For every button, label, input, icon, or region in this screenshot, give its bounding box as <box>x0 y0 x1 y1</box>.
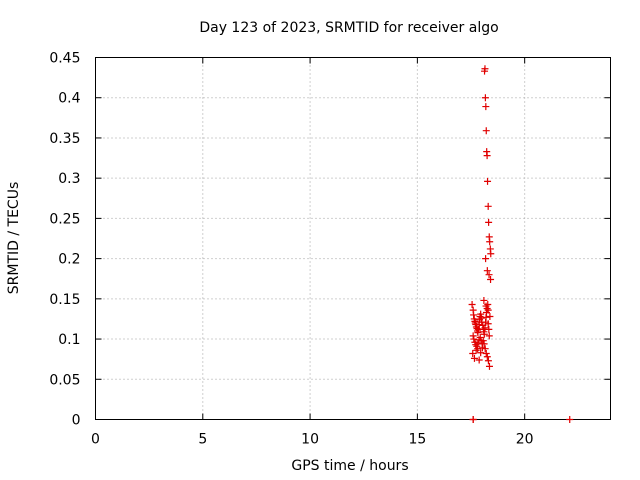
data-point <box>483 152 491 160</box>
data-point <box>482 350 490 358</box>
x-tick-label: 5 <box>198 432 207 448</box>
data-point <box>484 177 492 185</box>
x-tick-label: 0 <box>91 432 100 448</box>
data-point <box>475 356 483 364</box>
y-tick-label: 0 <box>72 413 81 429</box>
data-point <box>483 267 491 275</box>
data-point <box>482 255 490 263</box>
y-axis-label: SRMTID / TECUs <box>6 182 22 295</box>
data-point <box>487 276 495 284</box>
data-point <box>469 332 477 340</box>
data-point <box>477 349 485 357</box>
data-point <box>487 250 495 258</box>
data-point <box>472 346 480 354</box>
data-point <box>481 94 489 102</box>
chart-title: Day 123 of 2023, SRMTID for receiver alg… <box>199 20 498 36</box>
data-point <box>469 350 477 358</box>
data-point <box>480 296 488 304</box>
data-point <box>480 330 488 338</box>
data-point <box>484 320 492 328</box>
data-point <box>468 300 476 308</box>
data-point <box>481 65 489 73</box>
y-tick-label: 0.45 <box>49 51 80 67</box>
data-points <box>468 65 574 423</box>
axis-ticks: 0 0.05 0.1 0.15 0.2 0.25 0.3 0.35 0.4 0.45 0 5 10 15 2… <box>49 51 611 448</box>
data-point <box>481 345 489 353</box>
x-tick-label: 10 <box>301 432 319 448</box>
y-tick-label: 0.2 <box>58 252 80 268</box>
data-point <box>485 271 493 279</box>
data-point <box>476 333 484 341</box>
data-point <box>485 332 493 340</box>
data-point <box>482 103 490 111</box>
x-tick-label: 15 <box>408 432 426 448</box>
data-point <box>481 324 489 332</box>
data-point <box>486 238 494 246</box>
data-point <box>469 416 477 423</box>
data-point <box>479 337 487 345</box>
data-point <box>470 354 478 362</box>
data-point <box>484 306 492 314</box>
y-tick-label: 0.05 <box>49 372 80 388</box>
data-point <box>482 127 490 135</box>
data-point <box>484 357 492 365</box>
y-tick-label: 0.1 <box>58 332 80 348</box>
data-point <box>485 362 493 370</box>
y-tick-label: 0.3 <box>58 171 80 187</box>
y-tick-label: 0.15 <box>49 292 80 308</box>
data-point <box>480 340 488 348</box>
data-point <box>486 313 494 321</box>
y-tick-label: 0.4 <box>58 91 80 107</box>
x-tick-label: 20 <box>516 432 534 448</box>
y-tick-label: 0.25 <box>49 211 80 227</box>
data-point <box>470 335 478 343</box>
data-point <box>477 310 485 318</box>
data-point <box>483 353 491 361</box>
y-tick-label: 0.35 <box>49 131 80 147</box>
data-point <box>482 302 490 310</box>
data-point <box>474 345 482 353</box>
x-axis-label: GPS time / hours <box>291 458 408 474</box>
data-point <box>470 311 478 319</box>
data-point <box>485 218 493 226</box>
data-point <box>484 202 492 210</box>
data-point <box>474 329 482 337</box>
data-point <box>566 416 574 423</box>
data-point <box>485 325 493 333</box>
plot-frame <box>95 57 611 420</box>
grid <box>95 57 611 420</box>
